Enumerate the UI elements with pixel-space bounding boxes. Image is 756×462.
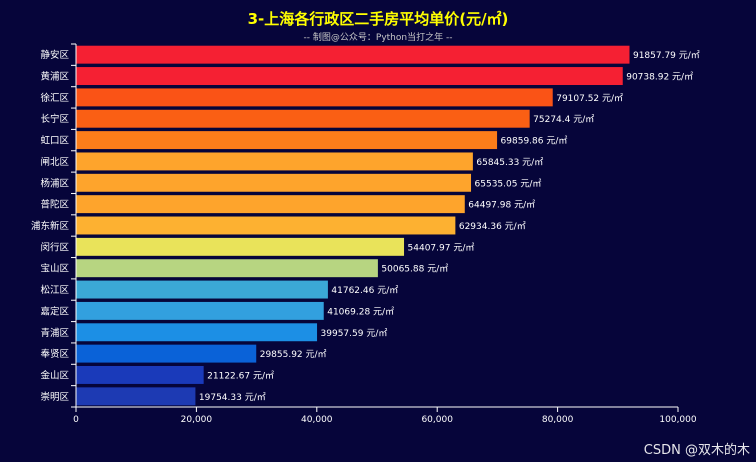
bar-7 [76, 195, 465, 214]
data-label: 19754.33 元/㎡ [199, 392, 266, 403]
data-label: 62934.36 元/㎡ [459, 221, 526, 232]
bar-9 [76, 237, 405, 256]
bar-6 [76, 173, 472, 192]
data-label: 21122.67 元/㎡ [207, 370, 274, 381]
y-tick-label: 崇明区 [40, 392, 69, 403]
bar-3 [76, 109, 530, 128]
data-label: 90738.92 元/㎡ [626, 72, 693, 83]
bar-14 [76, 344, 257, 363]
y-tick-label: 松江区 [40, 284, 69, 296]
bar-4 [76, 131, 498, 150]
data-label: 29855.92 元/㎡ [260, 349, 327, 360]
x-tick-label: 80,000 [542, 415, 574, 425]
y-tick-label: 浦东新区 [31, 220, 70, 232]
y-tick-label: 静安区 [40, 49, 69, 61]
y-tick-label: 徐汇区 [40, 92, 69, 104]
y-tick-label: 青浦区 [40, 327, 69, 339]
y-tick-label: 长宁区 [40, 113, 69, 125]
y-tick-label: 普陀区 [40, 199, 69, 211]
y-tick-label: 闵行区 [40, 241, 69, 253]
y-tick-label: 虹口区 [40, 136, 69, 147]
data-label: 65845.33 元/㎡ [476, 157, 543, 168]
data-label: 39957.59 元/㎡ [321, 328, 388, 339]
bar-10 [76, 259, 378, 278]
x-tick-label: 100,000 [659, 415, 696, 425]
x-tick-label: 60,000 [421, 415, 453, 425]
data-label: 65535.05 元/㎡ [475, 178, 542, 189]
watermark: CSDN @双木的木 [643, 443, 750, 458]
chart-title: 3-上海各行政区二手房平均单价(元/㎡) [247, 10, 509, 28]
bar-1 [76, 67, 623, 85]
y-tick-label: 杨浦区 [40, 177, 69, 189]
data-label: 41069.28 元/㎡ [327, 306, 394, 317]
x-tick-label: 40,000 [301, 415, 333, 425]
data-label: 91857.79 元/㎡ [633, 50, 700, 61]
bar-5 [76, 152, 473, 171]
data-label: 69859.86 元/㎡ [501, 136, 568, 147]
y-tick-label: 黄浦区 [40, 71, 69, 83]
bar-12 [76, 301, 324, 320]
y-tick-label: 闸北区 [40, 156, 69, 168]
data-label: 75274.4 元/㎡ [533, 114, 594, 125]
bar-2 [76, 88, 553, 107]
bar-8 [76, 216, 456, 235]
bar-0 [76, 45, 630, 64]
y-tick-label: 嘉定区 [40, 305, 69, 317]
data-label: 50065.88 元/㎡ [381, 264, 448, 275]
chart-subtitle: -- 制图@公众号：Python当打之年 -- [303, 33, 453, 43]
data-label: 79107.52 元/㎡ [556, 93, 623, 104]
y-tick-label: 宝山区 [40, 263, 69, 275]
data-label: 54407.97 元/㎡ [408, 242, 475, 253]
y-tick-label: 金山区 [40, 369, 69, 381]
data-label: 64497.98 元/㎡ [468, 200, 535, 211]
bar-15 [76, 366, 204, 384]
x-tick-label: 0 [73, 415, 79, 425]
bar-16 [76, 387, 196, 406]
y-tick-label: 奉贤区 [40, 348, 69, 360]
bar-13 [76, 323, 318, 342]
bar-11 [76, 280, 328, 299]
x-tick-label: 20,000 [181, 415, 213, 425]
data-label: 41762.46 元/㎡ [331, 285, 398, 296]
